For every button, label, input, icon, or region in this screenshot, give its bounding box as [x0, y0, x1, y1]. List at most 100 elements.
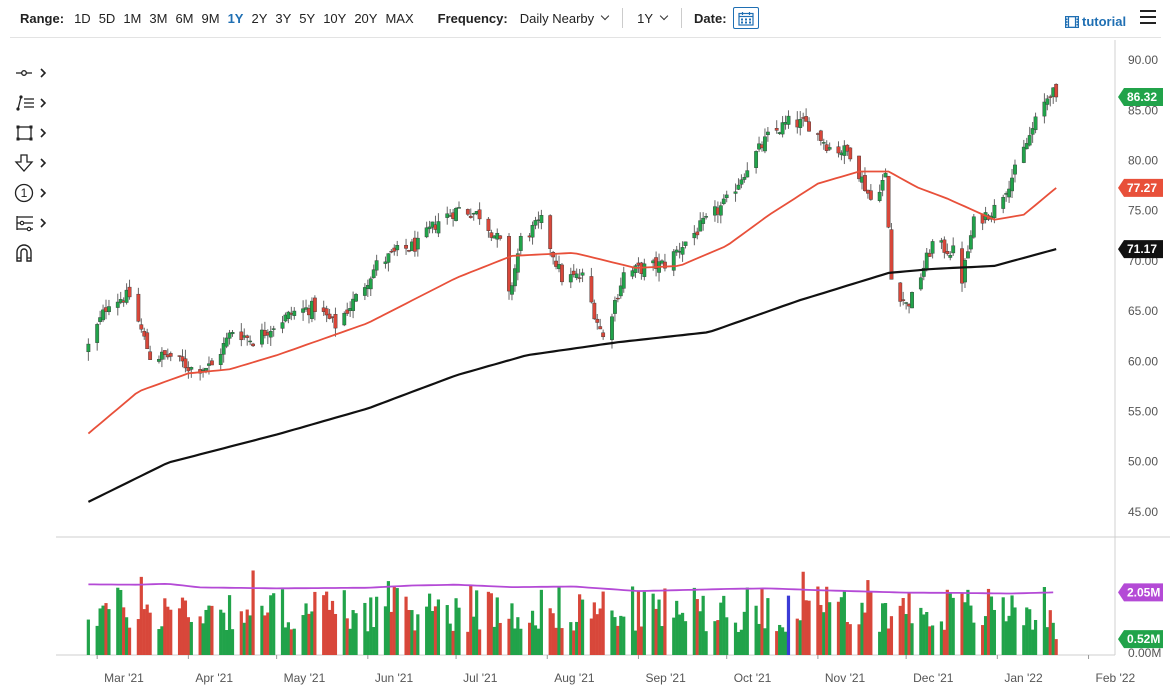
- candle-body: [671, 251, 676, 271]
- tutorial-link[interactable]: tutorial: [1065, 14, 1126, 29]
- volume-bar: [107, 609, 111, 655]
- candle-body: [251, 343, 255, 347]
- volume-bar: [907, 592, 911, 655]
- candle-body: [312, 297, 317, 312]
- film-icon: [1065, 15, 1079, 28]
- candle-body: [877, 191, 882, 201]
- candle-body: [115, 301, 120, 308]
- range-button-5d[interactable]: 5D: [98, 10, 116, 26]
- candle-body: [674, 249, 679, 253]
- volume-bar: [966, 589, 970, 655]
- line-list-tool[interactable]: [14, 88, 54, 118]
- candle-body: [610, 316, 614, 340]
- volume-bar: [675, 600, 679, 655]
- volume-bar: [148, 612, 152, 655]
- candle-body: [342, 312, 347, 326]
- volume-bar: [798, 620, 802, 655]
- candle-body: [292, 310, 297, 316]
- volume-bar: [660, 626, 664, 655]
- volume-bar: [413, 630, 417, 655]
- volume-bar: [125, 617, 129, 655]
- volume-bar: [166, 606, 170, 655]
- range-button-6m[interactable]: 6M: [175, 10, 194, 26]
- volume-tag: 2.05M: [1118, 583, 1163, 602]
- price-tag-shape: [1118, 88, 1163, 107]
- candle-body: [868, 190, 873, 200]
- candle-body: [468, 215, 473, 218]
- candle-body: [857, 155, 861, 180]
- volume-bar: [245, 609, 249, 655]
- volume-bar: [516, 617, 520, 655]
- price-tick-label: 75.00: [1128, 204, 1158, 218]
- candle-body: [904, 302, 909, 304]
- arrow-down-tool[interactable]: [14, 148, 54, 178]
- volume-bar: [983, 616, 988, 655]
- count-tool[interactable]: 1: [14, 178, 54, 208]
- volume-bar: [616, 625, 620, 655]
- volume-bar: [619, 615, 623, 655]
- volume-bar: [210, 605, 214, 655]
- candle-body: [992, 204, 997, 219]
- candle-body: [930, 241, 935, 254]
- candle-body: [577, 277, 582, 279]
- period-dropdown[interactable]: 1Y: [631, 11, 673, 26]
- volume-bar: [801, 571, 805, 655]
- fibonacci-tool[interactable]: [14, 208, 54, 238]
- candle-body: [227, 332, 232, 339]
- candle-body: [86, 343, 91, 353]
- magnet-tool[interactable]: [14, 238, 54, 268]
- range-button-3y[interactable]: 3Y: [275, 10, 292, 26]
- range-button-20y[interactable]: 20Y: [354, 10, 378, 26]
- price-tick-label: 45.00: [1128, 505, 1158, 519]
- volume-bar: [886, 628, 891, 655]
- volume-bar: [489, 593, 493, 655]
- date-picker-button[interactable]: [732, 7, 759, 29]
- range-button-1y[interactable]: 1Y: [227, 10, 244, 26]
- volume-bar: [883, 603, 888, 655]
- hamburger-menu-icon[interactable]: [1140, 10, 1156, 24]
- range-button-1d[interactable]: 1D: [74, 10, 91, 26]
- candle-body: [218, 354, 223, 365]
- drawing-tools: 1: [14, 58, 54, 268]
- volume-bar: [478, 629, 482, 655]
- time-tick-label: Mar '21: [104, 671, 144, 685]
- range-button-3m[interactable]: 3M: [149, 10, 168, 26]
- price-tag-text: 77.27: [1127, 181, 1157, 195]
- volume-tag: 0.52M: [1118, 630, 1163, 649]
- volume-tag-text: 0.52M: [1127, 632, 1160, 646]
- volume-bar: [1031, 629, 1035, 655]
- candle-body: [821, 142, 826, 144]
- candle-body: [383, 261, 388, 264]
- range-button-5y[interactable]: 5Y: [299, 10, 316, 26]
- range-button-1m[interactable]: 1M: [123, 10, 142, 26]
- crosshair-tool[interactable]: [14, 58, 54, 88]
- candle-body: [1027, 135, 1032, 146]
- frequency-dropdown[interactable]: Daily Nearby: [514, 11, 614, 26]
- volume-bar: [395, 588, 399, 655]
- range-button-9m[interactable]: 9M: [201, 10, 220, 26]
- time-axis: Mar '21 Apr '21 May '21 Jun '21 Jul '21 Aug '…: [96, 655, 1136, 685]
- volume-bar: [201, 623, 205, 655]
- volume-bar: [466, 631, 470, 655]
- volume-bar: [857, 624, 861, 655]
- range-button-max[interactable]: MAX: [385, 10, 414, 26]
- volume-bar: [386, 581, 391, 655]
- candle-body: [518, 235, 523, 251]
- volume-bar: [725, 617, 729, 655]
- range-button-2y[interactable]: 2Y: [251, 10, 268, 26]
- range-button-10y[interactable]: 10Y: [323, 10, 347, 26]
- candle-body: [595, 318, 600, 323]
- volume-bar: [713, 621, 717, 655]
- time-tick-label: Jul '21: [463, 671, 498, 685]
- volume-bar: [992, 609, 996, 655]
- rectangle-tool[interactable]: [14, 118, 54, 148]
- candle-body: [618, 285, 623, 297]
- volume-bar: [742, 611, 746, 655]
- volume-bar: [889, 616, 894, 655]
- candle-body: [589, 276, 594, 303]
- volume-bar: [101, 605, 105, 655]
- volume-bar: [554, 627, 558, 655]
- volume-bar: [722, 595, 726, 655]
- volume-bar: [901, 598, 905, 655]
